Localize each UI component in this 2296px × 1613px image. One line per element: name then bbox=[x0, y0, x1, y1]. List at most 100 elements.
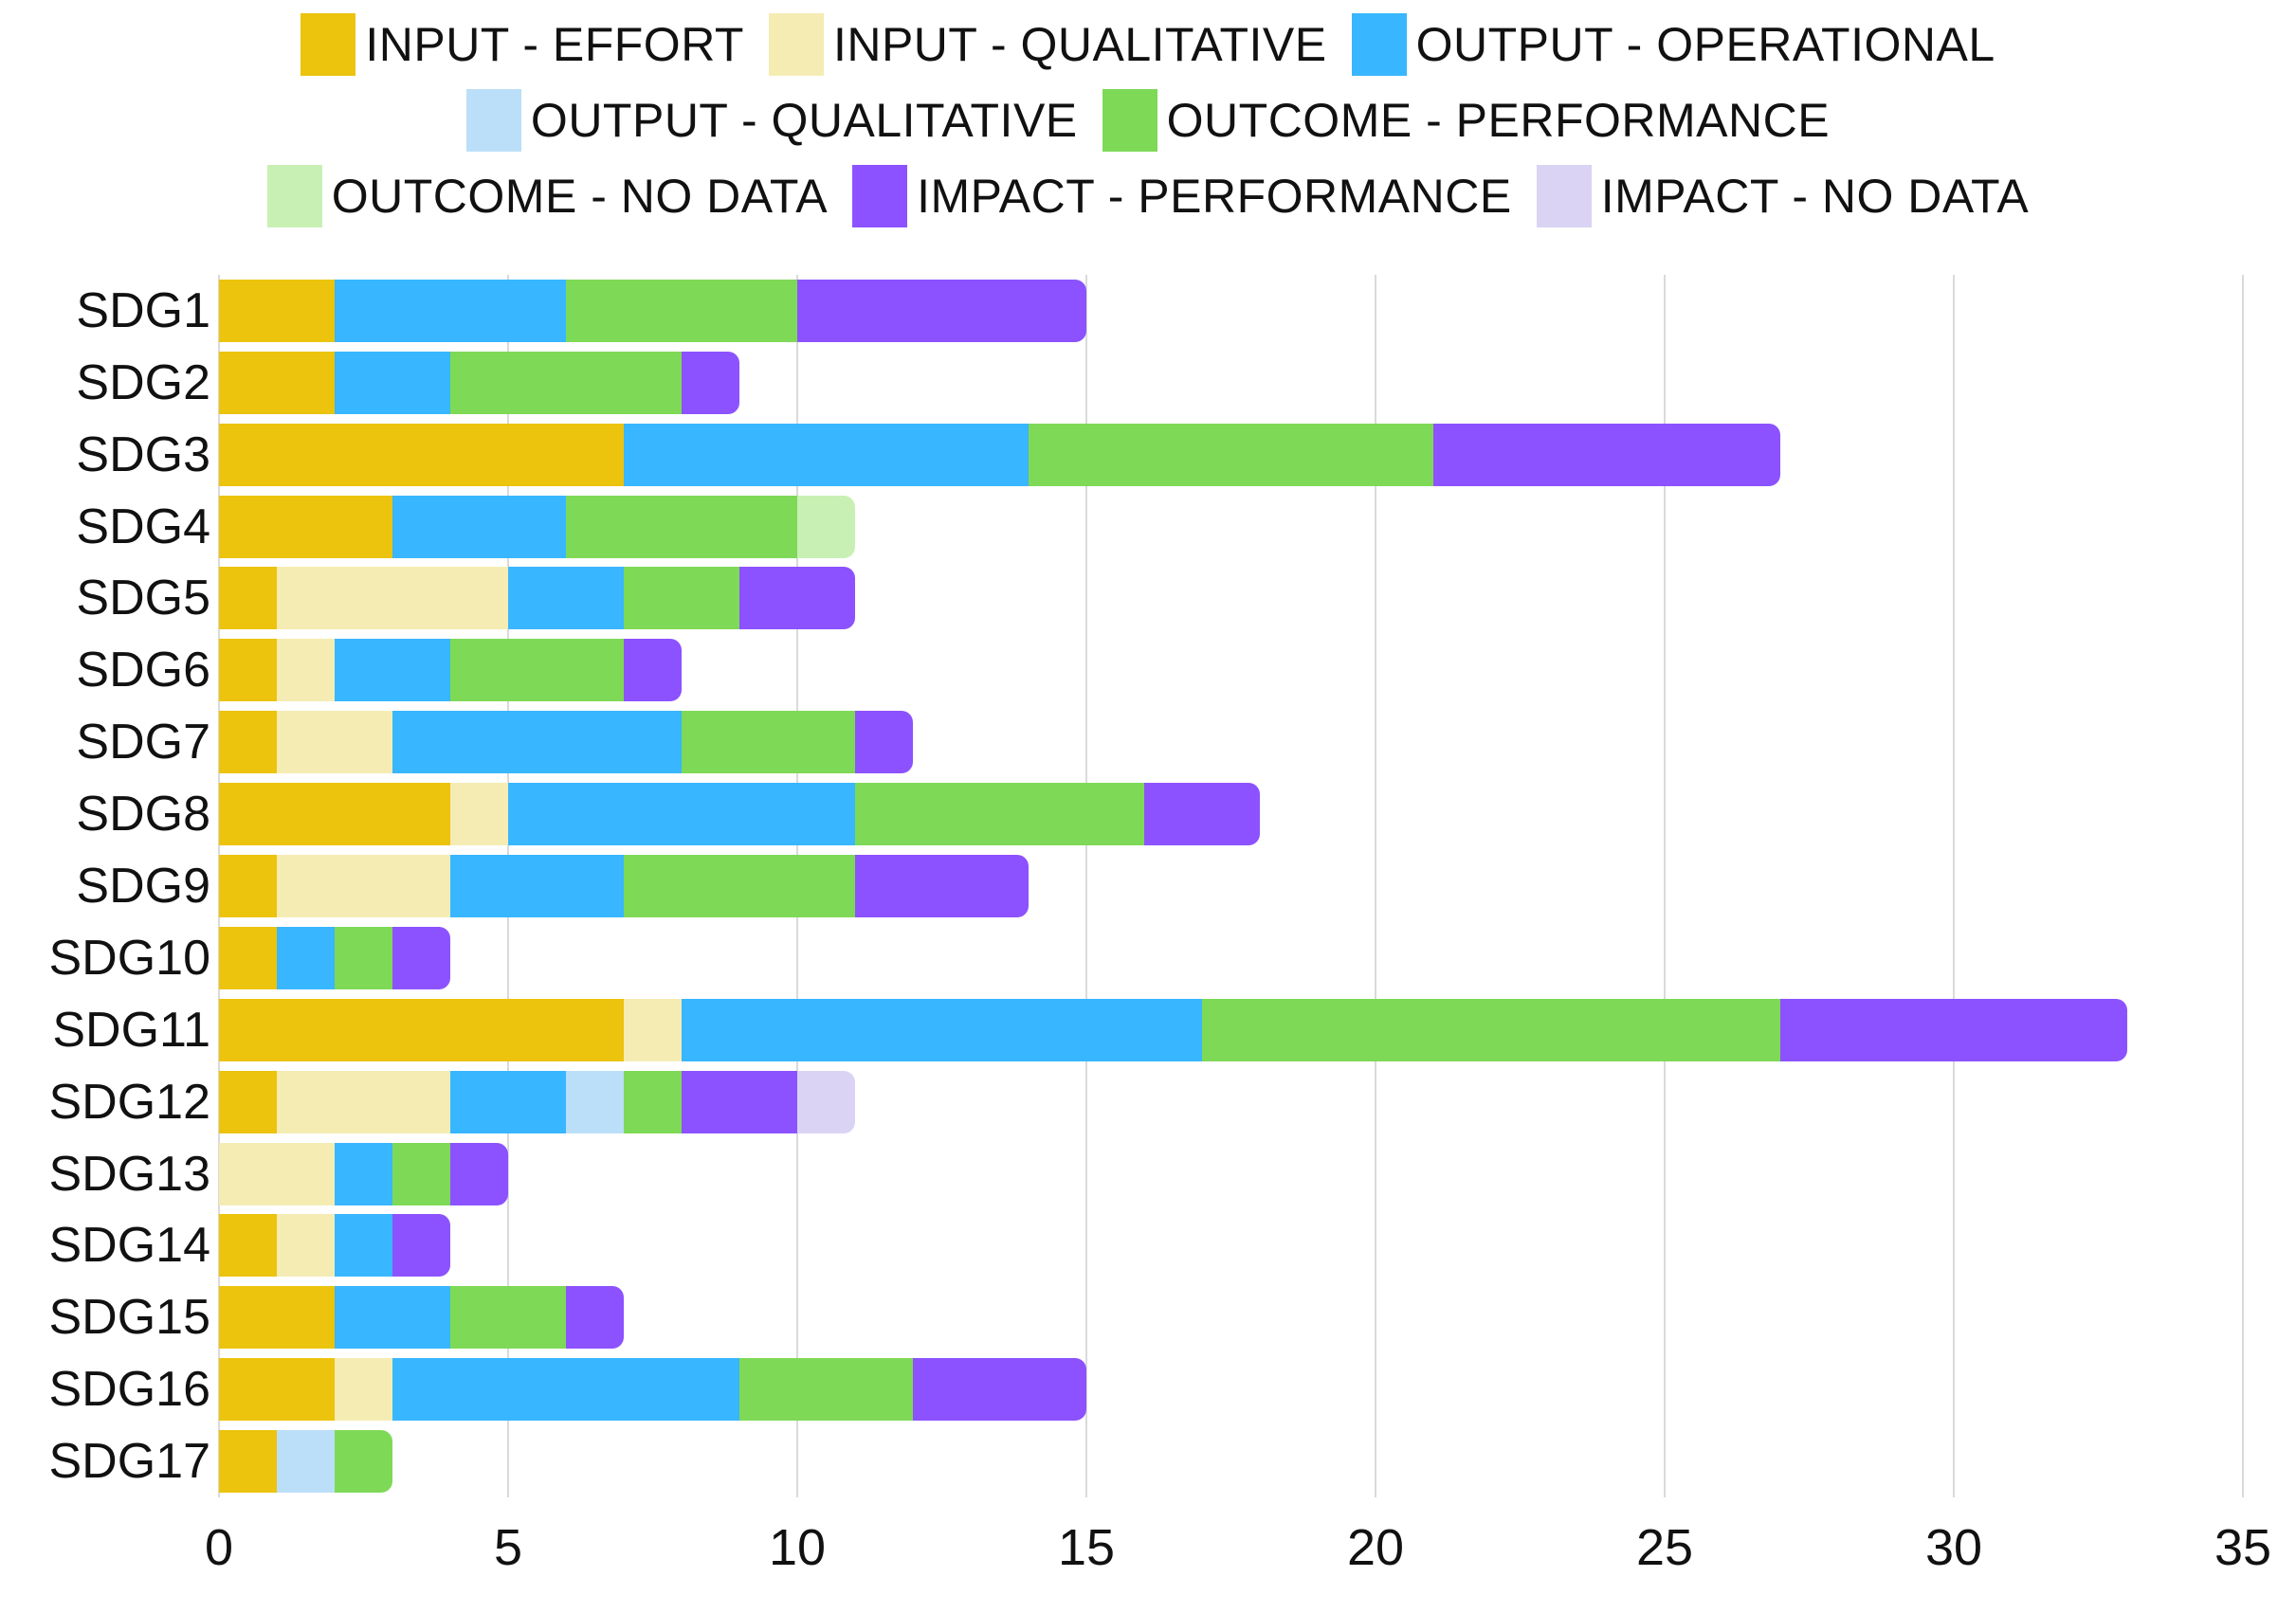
category-label-sdg13: SDG13 bbox=[48, 1146, 210, 1202]
legend-swatch-icon bbox=[1536, 165, 1592, 227]
gridline-x-30 bbox=[1953, 275, 1955, 1497]
legend-label: OUTCOME - PERFORMANCE bbox=[1166, 94, 1831, 147]
bar-segment-output-operational-sdg9 bbox=[450, 854, 624, 917]
bar-track-sdg10 bbox=[219, 926, 450, 989]
category-label-sdg1: SDG1 bbox=[76, 282, 210, 338]
bar-segment-input-qualitative-sdg16 bbox=[335, 1358, 392, 1422]
bar-segment-input-effort-sdg17 bbox=[219, 1430, 277, 1494]
bar-segment-impact-performance-sdg3 bbox=[1433, 423, 1780, 486]
bar-segment-input-qualitative-sdg14 bbox=[277, 1214, 335, 1278]
bar-segment-impact-performance-sdg11 bbox=[1780, 998, 2127, 1061]
x-axis-tick-label: 10 bbox=[768, 1519, 827, 1576]
bar-segment-outcome-performance-sdg8 bbox=[855, 783, 1144, 846]
bar-track-sdg15 bbox=[219, 1286, 624, 1350]
bar-row-sdg13: SDG13 bbox=[0, 1138, 2296, 1210]
bar-segment-impact-performance-sdg14 bbox=[392, 1214, 450, 1278]
bar-segment-output-operational-sdg3 bbox=[624, 423, 1029, 486]
bar-segment-outcome-performance-sdg3 bbox=[1029, 423, 1433, 486]
bar-segment-input-effort-sdg16 bbox=[219, 1358, 335, 1422]
bar-segment-input-qualitative-sdg5 bbox=[277, 567, 508, 630]
legend-item-input-qualitative: INPUT - QUALITATIVE bbox=[768, 13, 1327, 76]
bar-segment-output-qualitative-sdg12 bbox=[566, 1070, 624, 1133]
x-axis-tick-label: 0 bbox=[204, 1519, 234, 1576]
bar-segment-input-effort-sdg8 bbox=[219, 783, 450, 846]
bar-row-sdg12: SDG12 bbox=[0, 1066, 2296, 1138]
bar-track-sdg13 bbox=[219, 1142, 508, 1205]
bar-segment-outcome-performance-sdg13 bbox=[392, 1142, 450, 1205]
legend-row: INPUT - EFFORT INPUT - QUALITATIVE OUTPUT … bbox=[301, 13, 1995, 76]
bar-segment-input-effort-sdg1 bbox=[219, 279, 335, 342]
bar-segment-impact-performance-sdg16 bbox=[913, 1358, 1086, 1422]
bar-row-sdg4: SDG4 bbox=[0, 491, 2296, 563]
bar-track-sdg8 bbox=[219, 783, 1260, 846]
bar-row-sdg9: SDG9 bbox=[0, 850, 2296, 922]
legend-label: INPUT - QUALITATIVE bbox=[832, 18, 1327, 71]
bar-segment-outcome-performance-sdg6 bbox=[450, 639, 624, 702]
bar-segment-outcome-performance-sdg16 bbox=[739, 1358, 913, 1422]
bar-segment-outcome-performance-sdg12 bbox=[624, 1070, 682, 1133]
category-label-sdg6: SDG6 bbox=[76, 643, 210, 698]
bar-row-sdg16: SDG16 bbox=[0, 1353, 2296, 1425]
bar-segment-output-operational-sdg8 bbox=[508, 783, 855, 846]
bar-track-sdg12 bbox=[219, 1070, 855, 1133]
legend-item-outcome-no-data: OUTCOME - NO DATA bbox=[266, 165, 829, 227]
bar-segment-impact-performance-sdg7 bbox=[855, 711, 913, 774]
bar-segment-output-operational-sdg12 bbox=[450, 1070, 566, 1133]
bar-segment-input-effort-sdg6 bbox=[219, 639, 277, 702]
bar-segment-input-qualitative-sdg11 bbox=[624, 998, 682, 1061]
bar-segment-output-operational-sdg7 bbox=[392, 711, 682, 774]
bar-segment-output-qualitative-sdg17 bbox=[277, 1430, 335, 1494]
legend-label: OUTCOME - NO DATA bbox=[331, 170, 829, 223]
bar-segment-outcome-performance-sdg17 bbox=[335, 1430, 392, 1494]
category-label-sdg9: SDG9 bbox=[76, 858, 210, 914]
bar-segment-outcome-performance-sdg9 bbox=[624, 854, 855, 917]
legend-swatch-icon bbox=[768, 13, 824, 76]
bar-segment-outcome-no-data-sdg4 bbox=[797, 495, 855, 558]
gridline-x-15 bbox=[1085, 275, 1087, 1497]
chart-legend: INPUT - EFFORT INPUT - QUALITATIVE OUTPUT … bbox=[0, 13, 2296, 227]
bar-segment-output-operational-sdg6 bbox=[335, 639, 450, 702]
category-label-sdg2: SDG2 bbox=[76, 354, 210, 410]
bar-segment-output-operational-sdg4 bbox=[392, 495, 566, 558]
bar-segment-output-operational-sdg13 bbox=[335, 1142, 392, 1205]
bar-segment-impact-performance-sdg6 bbox=[624, 639, 682, 702]
bar-segment-impact-performance-sdg1 bbox=[797, 279, 1086, 342]
bar-segment-input-effort-sdg3 bbox=[219, 423, 624, 486]
category-label-sdg16: SDG16 bbox=[48, 1362, 210, 1418]
bar-segment-outcome-performance-sdg2 bbox=[450, 351, 682, 414]
bar-segment-input-qualitative-sdg8 bbox=[450, 783, 508, 846]
x-axis-tick-label: 15 bbox=[1057, 1519, 1116, 1576]
category-label-sdg3: SDG3 bbox=[76, 426, 210, 482]
bar-segment-output-operational-sdg2 bbox=[335, 351, 450, 414]
bar-segment-impact-performance-sdg13 bbox=[450, 1142, 508, 1205]
legend-item-impact-performance: IMPACT - PERFORMANCE bbox=[852, 165, 1512, 227]
bar-track-sdg7 bbox=[219, 711, 913, 774]
legend-swatch-icon bbox=[1102, 89, 1157, 152]
x-axis-tick-label: 25 bbox=[1635, 1519, 1694, 1576]
bar-track-sdg3 bbox=[219, 423, 1780, 486]
bar-segment-outcome-performance-sdg10 bbox=[335, 926, 392, 989]
legend-swatch-icon bbox=[1351, 13, 1407, 76]
bar-segment-output-operational-sdg5 bbox=[508, 567, 624, 630]
bar-track-sdg17 bbox=[219, 1430, 392, 1494]
category-label-sdg10: SDG10 bbox=[48, 930, 210, 986]
bar-segment-impact-performance-sdg8 bbox=[1144, 783, 1260, 846]
bar-track-sdg14 bbox=[219, 1214, 450, 1278]
legend-swatch-icon bbox=[852, 165, 908, 227]
bar-segment-input-effort-sdg11 bbox=[219, 998, 624, 1061]
bar-segment-impact-performance-sdg12 bbox=[682, 1070, 797, 1133]
x-axis-tick-label: 35 bbox=[2214, 1519, 2272, 1576]
bar-segment-input-qualitative-sdg9 bbox=[277, 854, 450, 917]
category-label-sdg4: SDG4 bbox=[76, 498, 210, 554]
bar-segment-impact-performance-sdg15 bbox=[566, 1286, 624, 1350]
category-label-sdg15: SDG15 bbox=[48, 1290, 210, 1346]
bar-row-sdg6: SDG6 bbox=[0, 634, 2296, 706]
gridline-x-25 bbox=[1664, 275, 1666, 1497]
legend-item-outcome-performance: OUTCOME - PERFORMANCE bbox=[1102, 89, 1830, 152]
bar-segment-input-effort-sdg15 bbox=[219, 1286, 335, 1350]
bar-segment-input-effort-sdg12 bbox=[219, 1070, 277, 1133]
bar-track-sdg1 bbox=[219, 279, 1086, 342]
bar-row-sdg15: SDG15 bbox=[0, 1281, 2296, 1353]
legend-label: IMPACT - NO DATA bbox=[1600, 170, 2030, 223]
